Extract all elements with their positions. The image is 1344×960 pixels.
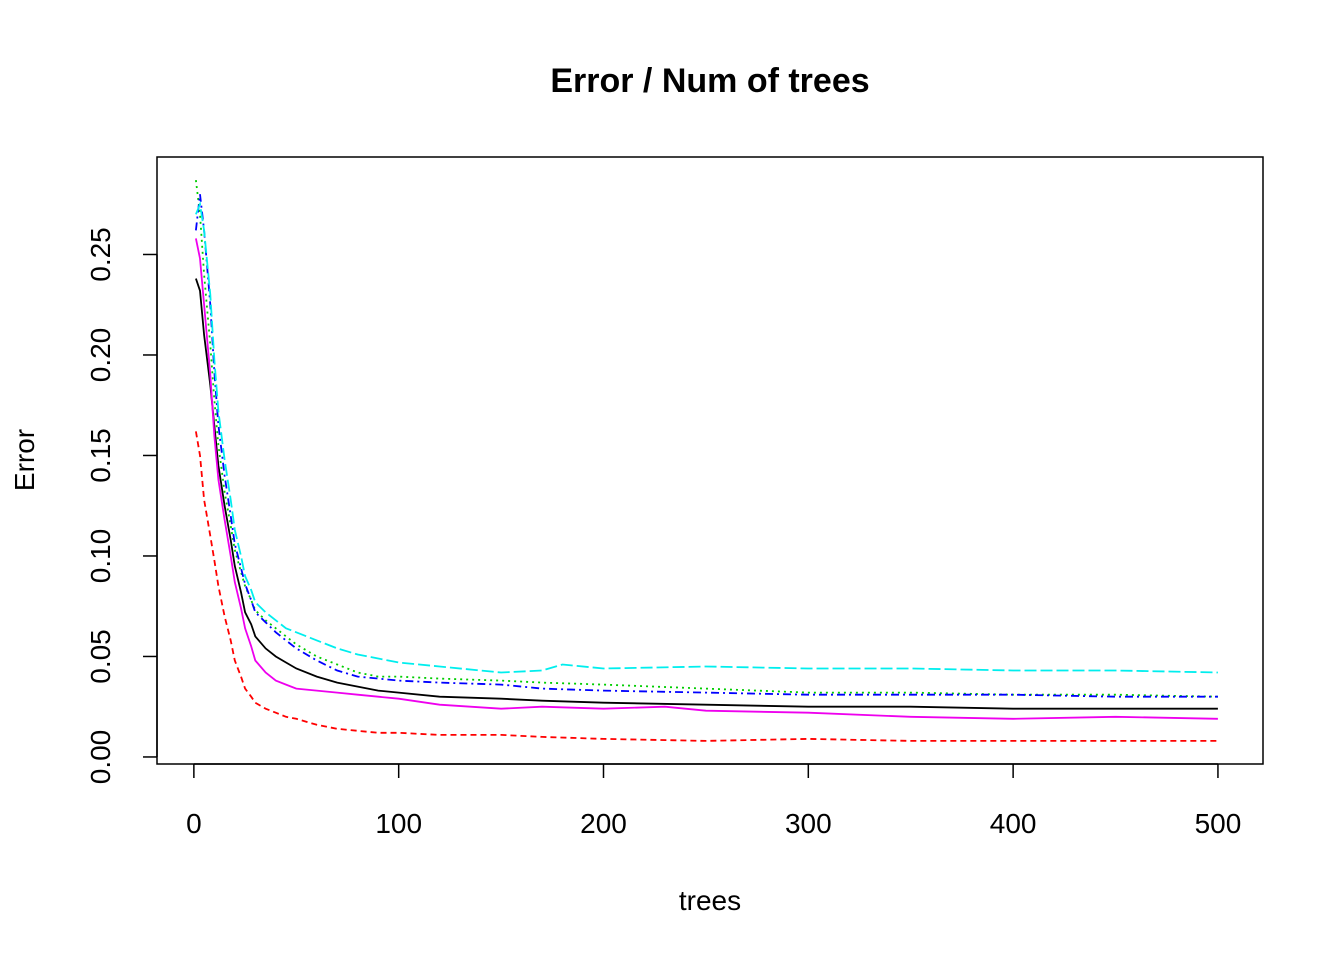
x-tick-label: 200 [580,808,627,839]
series-line-2 [195,431,1218,742]
x-tick-label: 0 [186,808,202,839]
y-tick-label: 0.10 [85,529,116,584]
series-line-1 [195,278,1218,710]
chart-title: Error / Num of trees [550,62,869,100]
x-axis: 0 100 200 300 400 500 [186,763,1242,839]
x-tick-label: 300 [785,808,832,839]
x-tick-label: 400 [990,808,1037,839]
y-tick-label: 0.15 [85,428,116,483]
y-axis-label: Error [9,429,40,491]
series-layer [195,179,1218,742]
series-line-6 [195,238,1218,720]
x-tick-label: 500 [1195,808,1242,839]
plot-frame [156,156,1264,765]
y-tick-label: 0.20 [85,328,116,383]
y-tick-label: 0.05 [85,629,116,684]
series-line-5 [195,200,1218,674]
series-line-4 [195,194,1218,698]
y-tick-label: 0.00 [85,730,116,785]
y-tick-label: 0.25 [85,227,116,282]
x-axis-label: trees [679,885,741,916]
y-axis: 0.00 0.05 0.10 0.15 0.20 0.25 [85,227,158,785]
x-tick-label: 100 [375,808,422,839]
series-line-3 [195,179,1218,698]
